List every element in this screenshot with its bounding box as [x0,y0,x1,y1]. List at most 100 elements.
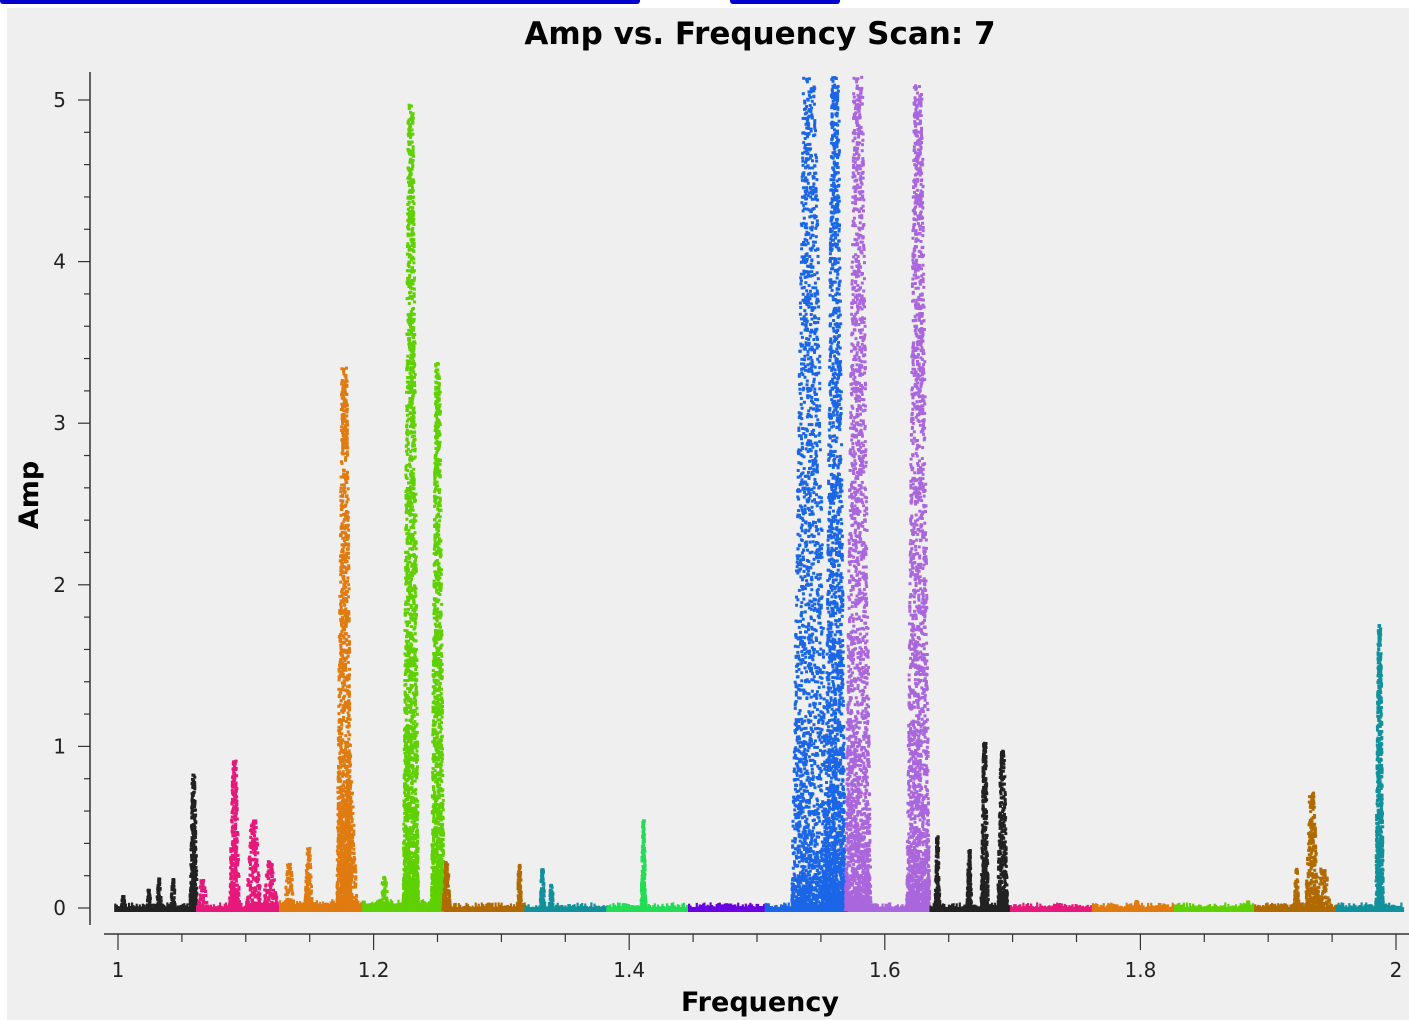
data-point [348,848,352,852]
data-point [383,893,387,897]
data-point [190,827,194,831]
data-point [192,841,196,845]
data-point [342,474,346,478]
data-point [253,830,257,834]
data-point [339,720,343,724]
data-point [346,470,349,474]
data-point [251,844,255,848]
data-point [269,879,273,883]
data-point [337,738,341,742]
data-point [193,787,197,791]
data-point [232,762,236,766]
data-point [346,477,350,481]
data-point [420,900,423,912]
data-point [413,779,417,783]
data-point [192,824,196,828]
data-point [190,811,194,815]
data-point [193,781,197,785]
data-point [189,901,193,905]
data-point [340,590,344,594]
data-point [271,903,275,907]
data-point [234,867,238,871]
data-point [192,790,196,794]
data-point [341,389,345,393]
data-point [199,881,203,885]
data-point [342,715,345,719]
data-point [234,900,238,904]
data-point [328,903,331,912]
data-point [344,734,348,738]
data-point [341,799,345,803]
data-point [231,791,234,795]
data-point [244,908,248,911]
data-point [353,868,357,872]
data-point [272,888,275,892]
data-point [339,902,342,906]
data-point [380,906,384,910]
data-point [339,745,343,749]
data-point [234,852,238,856]
data-point [347,528,351,532]
data-point [289,901,293,905]
data-point [346,894,350,898]
data-point [140,906,143,912]
data-point [345,879,349,883]
data-point [336,864,340,868]
data-point [329,901,332,912]
data-point [138,904,141,912]
data-point [336,807,340,811]
data-point [345,862,349,866]
data-point [195,878,199,881]
data-point [406,376,410,379]
data-point [291,892,295,896]
data-point [274,902,278,906]
data-point [338,875,342,879]
data-point [352,829,356,833]
data-point [192,844,196,848]
data-point [412,853,416,857]
data-point [352,847,356,851]
data-point [231,797,234,801]
data-point [346,453,350,457]
data-point [261,905,265,909]
data-point [348,846,351,849]
data-point [348,743,352,747]
data-point [304,879,308,883]
data-point [351,908,355,911]
data-point [231,858,235,862]
data-point [303,901,307,905]
data-point [201,904,205,908]
data-point [267,865,270,869]
data-point [256,884,260,888]
data-point [310,908,313,911]
data-point [343,879,347,883]
data-point [348,717,352,721]
data-point [341,661,345,665]
data-point [340,438,344,442]
series-2 [279,366,364,912]
data-point [342,719,346,722]
data-point [339,785,342,789]
data-point [203,901,207,905]
data-point [339,527,343,530]
data-point [256,871,260,875]
data-point [343,599,347,602]
data-point [235,847,239,851]
data-point [189,888,193,892]
data-point [346,889,350,893]
data-point [209,904,212,912]
data-point [312,902,315,912]
data-point [341,557,345,561]
data-point [250,823,254,827]
data-point [306,871,310,875]
data-point [338,863,342,867]
data-point [230,908,234,911]
data-point [200,888,204,892]
data-point [337,779,341,783]
data-point [347,899,351,903]
data-point [252,857,256,861]
data-point [345,613,349,616]
data-point [290,889,294,893]
data-point [343,570,346,574]
data-point [143,904,146,912]
